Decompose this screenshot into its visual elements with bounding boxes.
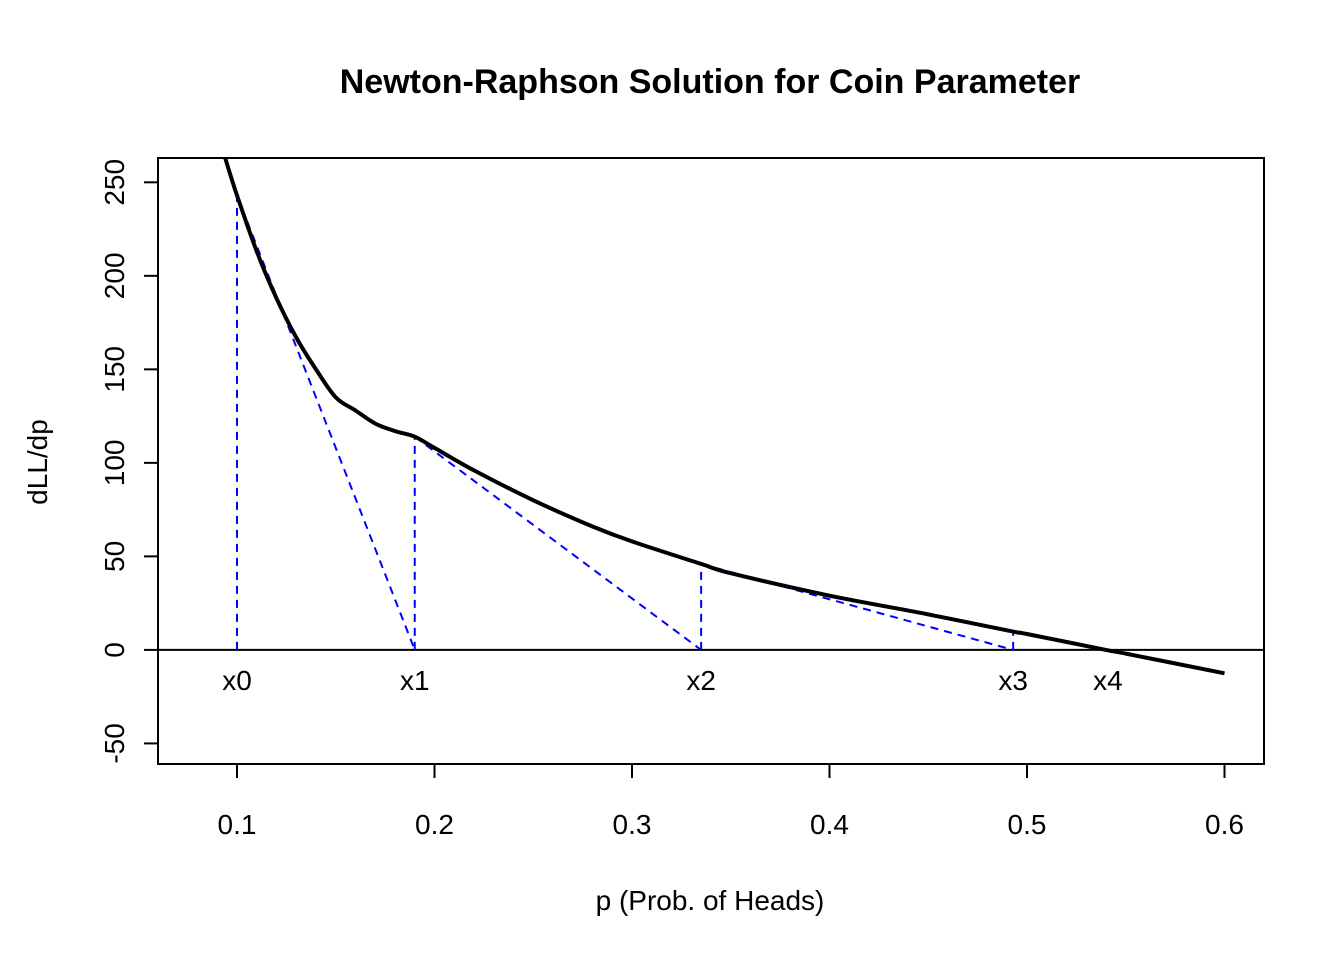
iteration-label-x1: x1 [400, 665, 430, 696]
y-tick-label: 50 [99, 541, 130, 572]
chart-title: Newton-Raphson Solution for Coin Paramet… [340, 63, 1080, 101]
iteration-label-x3: x3 [998, 665, 1028, 696]
y-tick-label: 0 [99, 642, 130, 658]
y-axis-label: dLL/dp [22, 419, 53, 505]
x-tick-label: 0.2 [415, 809, 454, 840]
y-tick-label: 100 [99, 440, 130, 487]
y-tick-label: 200 [99, 252, 130, 299]
iteration-label-x4: x4 [1093, 665, 1123, 696]
x-tick-label: 0.3 [613, 809, 652, 840]
x-tick-label: 0.4 [810, 809, 849, 840]
x-axis-label: p (Prob. of Heads) [596, 885, 825, 916]
dll-dp-curve [223, 158, 1225, 676]
iteration-label-x2: x2 [686, 665, 716, 696]
x-tick-label: 0.6 [1205, 809, 1244, 840]
x-tick-label: 0.1 [218, 809, 257, 840]
iteration-tangent-line [700, 562, 1014, 651]
plot-area [158, 158, 1264, 676]
iteration-tangent-line [236, 195, 416, 651]
y-tick-label: -50 [99, 723, 130, 763]
iteration-label-x0: x0 [222, 665, 252, 696]
y-tick-label: 150 [99, 346, 130, 393]
y-tick-label: 250 [99, 159, 130, 206]
x-tick-label: 0.5 [1008, 809, 1047, 840]
iteration-tangent-line [414, 435, 702, 651]
